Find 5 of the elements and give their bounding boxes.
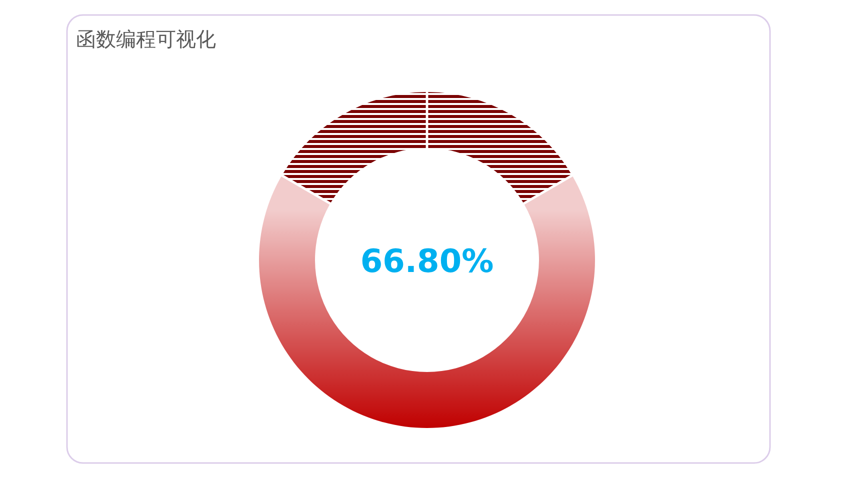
chart-title: 函数编程可视化 (76, 27, 216, 51)
donut-slice (259, 176, 595, 428)
donut-slice (428, 92, 572, 203)
text: 66.80% (360, 242, 494, 280)
donut-slice (282, 92, 426, 203)
